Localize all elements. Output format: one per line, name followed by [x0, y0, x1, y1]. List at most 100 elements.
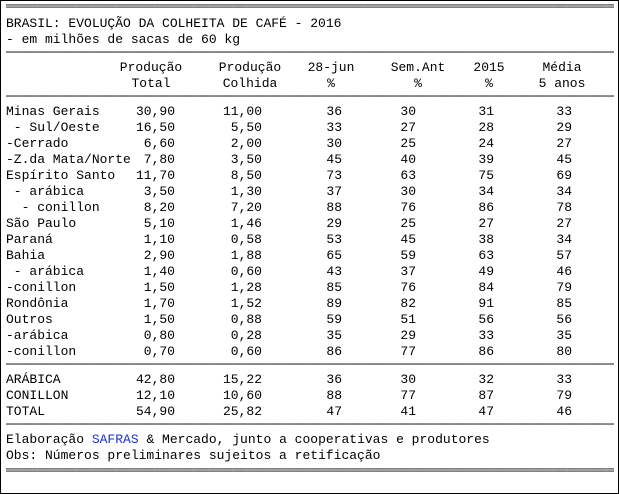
row-label: - arábica: [6, 264, 85, 279]
producao-colhida: 1,52: [230, 296, 262, 311]
pct-28-jun: 30: [326, 136, 342, 151]
table-row: -conillon 0,70 0,60 86 77 86 80: [6, 344, 614, 360]
rule-above-footer: ────────────────────────────────────────…: [6, 420, 614, 432]
harvest-report: ════════════════════════════════════════…: [6, 0, 614, 480]
producao-total: 54,90: [135, 404, 175, 419]
footer-credit: Elaboração SAFRAS & Mercado, junto a coo…: [6, 432, 490, 447]
report-title: BRASIL: EVOLUÇÃO DA COLHEITA DE CAFÉ - 2…: [6, 16, 342, 31]
row-label: Paraná: [6, 232, 53, 247]
rule-under-title: ────────────────────────────────────────…: [6, 48, 614, 60]
producao-colhida: 0,60: [230, 344, 262, 359]
pct-sem-ant: 82: [400, 296, 416, 311]
row-label: -conillon: [6, 280, 77, 295]
table-row: - arábica 3,50 1,30 37 30 34 34: [6, 184, 614, 200]
pct-sem-ant: 25: [400, 136, 416, 151]
header-producao-total: Produção Total: [119, 60, 183, 91]
row-label: -conillon: [6, 344, 77, 359]
pct-2015: 91: [478, 296, 494, 311]
producao-colhida: 8,50: [230, 168, 262, 183]
top-double-rule: ════════════════════════════════════════…: [6, 0, 614, 14]
media-5-anos: 57: [556, 248, 572, 263]
pct-sem-ant: 30: [400, 104, 416, 119]
media-5-anos: 46: [556, 404, 572, 419]
producao-total: 8,20: [143, 200, 175, 215]
table-row: - Sul/Oeste 16,50 5,50 33 27 28 29: [6, 120, 614, 136]
producao-colhida: 0,88: [230, 312, 262, 327]
pct-2015: 84: [478, 280, 494, 295]
pct-2015: 75: [478, 168, 494, 183]
pct-28-jun: 43: [326, 264, 342, 279]
producao-total: 1,40: [143, 264, 175, 279]
media-5-anos: 78: [556, 200, 572, 215]
pct-sem-ant: 30: [400, 372, 416, 387]
header-producao-colhida: Produção Colhida: [218, 60, 282, 91]
media-5-anos: 29: [556, 120, 572, 135]
state-rows: Minas Gerais 30,90 11,00 36 30 31 33 - Sul/Oes…: [6, 104, 614, 360]
pct-28-jun: 33: [326, 120, 342, 135]
producao-colhida: 0,28: [230, 328, 262, 343]
table-row: Espírito Santo 11,70 8,50 73 63 75 69: [6, 168, 614, 184]
producao-colhida: 1,30: [230, 184, 262, 199]
pct-sem-ant: 25: [400, 216, 416, 231]
table-row: Outros 1,50 0,88 59 51 56 56: [6, 312, 614, 328]
media-5-anos: 34: [556, 184, 572, 199]
table-row: - conillon 8,20 7,20 88 76 86 78: [6, 200, 614, 216]
table-row: -Cerrado 6,60 2,00 30 25 24 27: [6, 136, 614, 152]
media-5-anos: 79: [556, 388, 572, 403]
pct-sem-ant: 29: [400, 328, 416, 343]
pct-28-jun: 88: [326, 200, 342, 215]
pct-28-jun: 35: [326, 328, 342, 343]
producao-total: 1,50: [143, 312, 175, 327]
pct-2015: 33: [478, 328, 494, 343]
pct-2015: 39: [478, 152, 494, 167]
footer-note: Obs: Números preliminares sujeitos a ret…: [6, 448, 381, 463]
total-row: CONILLON 12,10 10,60 88 77 87 79: [6, 388, 614, 404]
producao-colhida: 5,50: [230, 120, 262, 135]
row-label: Minas Gerais: [6, 104, 100, 119]
pct-2015: 87: [478, 388, 494, 403]
pct-2015: 27: [478, 216, 494, 231]
table-row: Minas Gerais 30,90 11,00 36 30 31 33: [6, 104, 614, 120]
media-5-anos: 56: [556, 312, 572, 327]
pct-sem-ant: 76: [400, 280, 416, 295]
producao-total: 42,80: [135, 372, 175, 387]
pct-2015: 56: [478, 312, 494, 327]
table-row: -arábica 0,80 0,28 35 29 33 35: [6, 328, 614, 344]
row-label: ARÁBICA: [6, 372, 61, 387]
producao-colhida: 15,22: [222, 372, 262, 387]
pct-28-jun: 65: [326, 248, 342, 263]
pct-2015: 34: [478, 184, 494, 199]
producao-total: 12,10: [135, 388, 175, 403]
producao-colhida: 1,28: [230, 280, 262, 295]
pct-2015: 38: [478, 232, 494, 247]
pct-28-jun: 85: [326, 280, 342, 295]
media-5-anos: 45: [556, 152, 572, 167]
producao-colhida: 1,88: [230, 248, 262, 263]
pct-sem-ant: 41: [400, 404, 416, 419]
producao-total: 30,90: [135, 104, 175, 119]
row-label: Rondônia: [6, 296, 69, 311]
pct-2015: 86: [478, 344, 494, 359]
producao-total: 3,50: [143, 184, 175, 199]
media-5-anos: 33: [556, 372, 572, 387]
table-row: São Paulo 5,10 1,46 29 25 27 27: [6, 216, 614, 232]
media-5-anos: 69: [556, 168, 572, 183]
header-28-jun: 28-jun%: [307, 60, 355, 91]
producao-colhida: 0,60: [230, 264, 262, 279]
media-5-anos: 34: [556, 232, 572, 247]
pct-sem-ant: 45: [400, 232, 416, 247]
pct-28-jun: 73: [326, 168, 342, 183]
media-5-anos: 27: [556, 216, 572, 231]
pct-28-jun: 88: [326, 388, 342, 403]
producao-total: 5,10: [143, 216, 175, 231]
table-row: - arábica 1,40 0,60 43 37 49 46: [6, 264, 614, 280]
pct-2015: 47: [478, 404, 494, 419]
pct-28-jun: 29: [326, 216, 342, 231]
media-5-anos: 27: [556, 136, 572, 151]
row-label: -Z.da Mata/Norte: [6, 152, 131, 167]
total-row: TOTAL 54,90 25,82 47 41 47 46: [6, 404, 614, 420]
header-2015: 2015%: [473, 60, 505, 91]
pct-28-jun: 36: [326, 104, 342, 119]
table-row: -Z.da Mata/Norte 7,80 3,50 45 40 39 45: [6, 152, 614, 168]
media-5-anos: 85: [556, 296, 572, 311]
